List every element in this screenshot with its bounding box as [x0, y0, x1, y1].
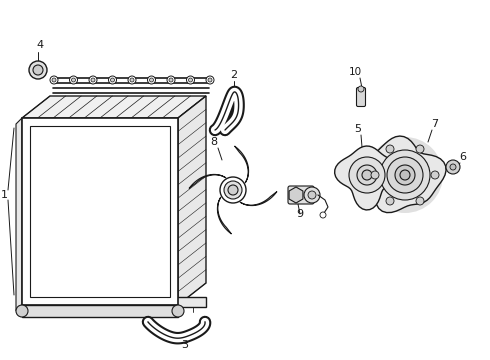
Text: 1: 1 — [0, 190, 7, 200]
Circle shape — [357, 165, 377, 185]
Circle shape — [371, 171, 379, 179]
Circle shape — [187, 76, 195, 84]
Polygon shape — [16, 118, 22, 311]
Circle shape — [224, 181, 242, 199]
Circle shape — [308, 191, 316, 199]
Polygon shape — [22, 305, 178, 317]
Circle shape — [72, 78, 75, 82]
Text: 9: 9 — [296, 209, 304, 219]
Circle shape — [189, 78, 193, 82]
Text: 7: 7 — [431, 119, 439, 129]
Circle shape — [52, 78, 56, 82]
Polygon shape — [289, 187, 303, 203]
Circle shape — [206, 76, 214, 84]
Circle shape — [431, 171, 439, 179]
Polygon shape — [178, 96, 206, 305]
Circle shape — [220, 177, 246, 203]
Circle shape — [108, 76, 117, 84]
Circle shape — [367, 137, 443, 213]
Polygon shape — [22, 118, 178, 305]
Circle shape — [33, 65, 43, 75]
Circle shape — [400, 170, 410, 180]
Circle shape — [320, 212, 326, 218]
Polygon shape — [218, 197, 231, 234]
Circle shape — [416, 145, 424, 153]
Circle shape — [349, 157, 385, 193]
Circle shape — [386, 197, 394, 205]
Circle shape — [91, 78, 95, 82]
Polygon shape — [335, 146, 399, 210]
Circle shape — [29, 61, 47, 79]
Polygon shape — [189, 174, 226, 189]
Polygon shape — [240, 192, 277, 206]
Circle shape — [70, 76, 77, 84]
Polygon shape — [372, 136, 446, 213]
Text: 6: 6 — [460, 152, 466, 162]
Circle shape — [446, 160, 460, 174]
Circle shape — [358, 86, 364, 92]
Polygon shape — [50, 297, 206, 307]
Text: 3: 3 — [181, 340, 189, 350]
Text: 5: 5 — [354, 124, 362, 134]
Circle shape — [111, 78, 115, 82]
Circle shape — [450, 164, 456, 170]
Circle shape — [208, 78, 212, 82]
Circle shape — [395, 165, 415, 185]
Circle shape — [130, 78, 134, 82]
Circle shape — [172, 305, 184, 317]
Text: 10: 10 — [348, 67, 362, 77]
Circle shape — [128, 76, 136, 84]
FancyBboxPatch shape — [288, 186, 314, 204]
Circle shape — [50, 76, 58, 84]
Polygon shape — [235, 146, 248, 183]
Circle shape — [147, 76, 155, 84]
Circle shape — [167, 76, 175, 84]
Circle shape — [380, 150, 430, 200]
Text: 8: 8 — [210, 137, 218, 147]
Circle shape — [228, 185, 238, 195]
Circle shape — [386, 145, 394, 153]
Text: 4: 4 — [36, 40, 44, 50]
Circle shape — [362, 170, 372, 180]
Polygon shape — [22, 96, 206, 118]
Circle shape — [416, 197, 424, 205]
FancyBboxPatch shape — [357, 87, 366, 107]
Circle shape — [149, 78, 153, 82]
Circle shape — [169, 78, 173, 82]
Circle shape — [89, 76, 97, 84]
Circle shape — [16, 305, 28, 317]
Text: 2: 2 — [230, 70, 238, 80]
Circle shape — [304, 187, 320, 203]
Circle shape — [387, 157, 423, 193]
